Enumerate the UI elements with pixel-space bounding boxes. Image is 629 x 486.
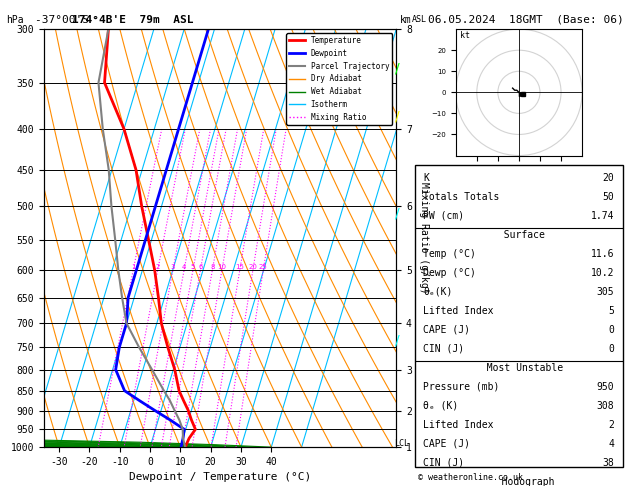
Text: CAPE (J): CAPE (J) bbox=[423, 438, 470, 449]
Text: LCL: LCL bbox=[394, 439, 409, 448]
Text: 8: 8 bbox=[210, 264, 214, 270]
Legend: Temperature, Dewpoint, Parcel Trajectory, Dry Adiabat, Wet Adiabat, Isotherm, Mi: Temperature, Dewpoint, Parcel Trajectory… bbox=[286, 33, 392, 125]
Text: /: / bbox=[395, 333, 400, 347]
Text: Temp (°C): Temp (°C) bbox=[423, 249, 476, 259]
Text: -37°00'S: -37°00'S bbox=[35, 15, 102, 25]
Text: /: / bbox=[395, 61, 400, 75]
Text: Totals Totals: Totals Totals bbox=[423, 192, 500, 202]
Text: 2: 2 bbox=[608, 419, 615, 430]
Text: © weatheronline.co.uk: © weatheronline.co.uk bbox=[418, 473, 523, 482]
Text: 5: 5 bbox=[191, 264, 195, 270]
Text: 50: 50 bbox=[603, 192, 615, 202]
Text: kt: kt bbox=[460, 31, 470, 39]
Text: 25: 25 bbox=[259, 264, 268, 270]
Text: 3: 3 bbox=[170, 264, 175, 270]
Text: θₑ (K): θₑ (K) bbox=[423, 400, 459, 411]
Text: Surface: Surface bbox=[493, 230, 545, 240]
Text: 0: 0 bbox=[608, 344, 615, 354]
Text: 11.6: 11.6 bbox=[591, 249, 615, 259]
Text: Pressure (mb): Pressure (mb) bbox=[423, 382, 500, 392]
Y-axis label: Mixing Ratio (g/kg): Mixing Ratio (g/kg) bbox=[418, 182, 428, 294]
Text: 6: 6 bbox=[198, 264, 203, 270]
Text: 305: 305 bbox=[597, 287, 615, 296]
Text: CIN (J): CIN (J) bbox=[423, 457, 465, 468]
Text: 20: 20 bbox=[248, 264, 257, 270]
Text: /: / bbox=[395, 110, 400, 123]
Text: 2: 2 bbox=[155, 264, 160, 270]
Text: km: km bbox=[399, 15, 411, 25]
Text: PW (cm): PW (cm) bbox=[423, 211, 465, 221]
Text: 1.74: 1.74 bbox=[591, 211, 615, 221]
Text: 174°4B'E  79m  ASL: 174°4B'E 79m ASL bbox=[72, 15, 194, 25]
Text: K: K bbox=[423, 173, 430, 183]
Text: Lifted Index: Lifted Index bbox=[423, 306, 494, 315]
X-axis label: Dewpoint / Temperature (°C): Dewpoint / Temperature (°C) bbox=[129, 472, 311, 483]
Text: Hodograph: Hodograph bbox=[484, 476, 554, 486]
Text: 15: 15 bbox=[235, 264, 244, 270]
Text: Lifted Index: Lifted Index bbox=[423, 419, 494, 430]
Text: 5: 5 bbox=[608, 306, 615, 315]
Text: CAPE (J): CAPE (J) bbox=[423, 325, 470, 335]
Text: 308: 308 bbox=[597, 400, 615, 411]
Text: ASL: ASL bbox=[412, 15, 427, 24]
Text: 1: 1 bbox=[131, 264, 135, 270]
Text: 4: 4 bbox=[182, 264, 186, 270]
Text: 20: 20 bbox=[603, 173, 615, 183]
Text: Most Unstable: Most Unstable bbox=[475, 363, 563, 373]
Text: hPa: hPa bbox=[6, 15, 24, 25]
Text: 10: 10 bbox=[218, 264, 226, 270]
Text: θₑ(K): θₑ(K) bbox=[423, 287, 453, 296]
Text: 38: 38 bbox=[603, 457, 615, 468]
Text: Dewp (°C): Dewp (°C) bbox=[423, 268, 476, 278]
Text: 0: 0 bbox=[608, 325, 615, 335]
Text: 950: 950 bbox=[597, 382, 615, 392]
Text: /: / bbox=[395, 207, 400, 221]
Text: 10.2: 10.2 bbox=[591, 268, 615, 278]
Text: 06.05.2024  18GMT  (Base: 06): 06.05.2024 18GMT (Base: 06) bbox=[428, 15, 623, 25]
Text: 4: 4 bbox=[608, 438, 615, 449]
Text: CIN (J): CIN (J) bbox=[423, 344, 465, 354]
